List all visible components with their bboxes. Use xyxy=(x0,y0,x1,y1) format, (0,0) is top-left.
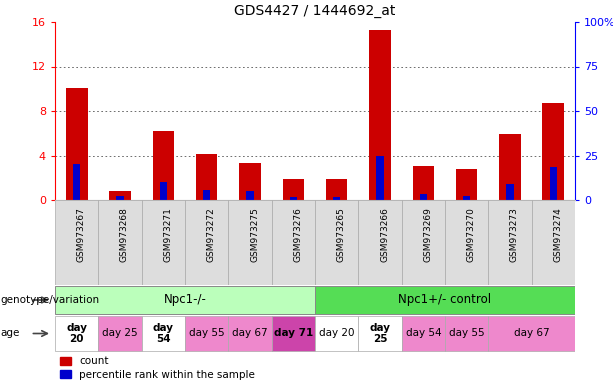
Text: day 25: day 25 xyxy=(102,328,138,339)
Text: genotype/variation: genotype/variation xyxy=(1,295,100,305)
Text: day 71: day 71 xyxy=(274,328,313,339)
Bar xyxy=(196,154,218,200)
Bar xyxy=(456,169,478,200)
Text: GSM973275: GSM973275 xyxy=(250,207,259,262)
Bar xyxy=(333,197,340,200)
Text: day
25: day 25 xyxy=(370,323,390,344)
Text: day 54: day 54 xyxy=(406,328,441,339)
Bar xyxy=(445,200,489,285)
Bar xyxy=(315,286,575,314)
Bar xyxy=(109,191,131,200)
Bar xyxy=(402,316,445,351)
Bar xyxy=(66,88,88,200)
Bar xyxy=(73,164,80,200)
Bar xyxy=(359,316,402,351)
Bar xyxy=(239,163,261,200)
Text: age: age xyxy=(1,328,20,339)
Bar xyxy=(142,200,185,285)
Bar xyxy=(506,184,514,200)
Text: Npc1+/- control: Npc1+/- control xyxy=(398,293,492,306)
Legend: count, percentile rank within the sample: count, percentile rank within the sample xyxy=(60,356,255,379)
Text: day
54: day 54 xyxy=(153,323,174,344)
Text: GSM973274: GSM973274 xyxy=(554,207,562,262)
Text: GSM973268: GSM973268 xyxy=(120,207,129,262)
Text: GSM973271: GSM973271 xyxy=(163,207,172,262)
Bar xyxy=(369,30,391,200)
Bar xyxy=(549,167,557,200)
Text: GSM973270: GSM973270 xyxy=(466,207,476,262)
Bar xyxy=(499,134,521,200)
Bar xyxy=(463,195,470,200)
Text: GSM973266: GSM973266 xyxy=(380,207,389,262)
Bar xyxy=(272,316,315,351)
Bar xyxy=(185,316,228,351)
Text: day 67: day 67 xyxy=(232,328,268,339)
Bar xyxy=(445,316,489,351)
Bar xyxy=(289,197,297,200)
Bar xyxy=(419,194,427,200)
Bar xyxy=(116,195,124,200)
Bar xyxy=(228,316,272,351)
Text: day 20: day 20 xyxy=(319,328,354,339)
Bar xyxy=(55,316,98,351)
Bar xyxy=(543,103,564,200)
Bar xyxy=(376,156,384,200)
Bar xyxy=(153,131,174,200)
Bar xyxy=(326,179,348,200)
Bar xyxy=(283,179,304,200)
Bar xyxy=(402,200,445,285)
Bar xyxy=(359,200,402,285)
Title: GDS4427 / 1444692_at: GDS4427 / 1444692_at xyxy=(234,4,395,18)
Bar xyxy=(315,200,359,285)
Bar xyxy=(413,166,434,200)
Bar xyxy=(142,316,185,351)
Bar xyxy=(489,200,531,285)
Bar xyxy=(185,200,228,285)
Text: Npc1-/-: Npc1-/- xyxy=(164,293,207,306)
Text: GSM973272: GSM973272 xyxy=(207,207,216,262)
Text: GSM973269: GSM973269 xyxy=(424,207,432,262)
Bar xyxy=(531,200,575,285)
Bar xyxy=(489,316,575,351)
Text: GSM973273: GSM973273 xyxy=(510,207,519,262)
Bar xyxy=(315,316,359,351)
Text: GSM973276: GSM973276 xyxy=(294,207,302,262)
Text: GSM973267: GSM973267 xyxy=(77,207,86,262)
Bar xyxy=(55,200,98,285)
Bar xyxy=(228,200,272,285)
Text: GSM973265: GSM973265 xyxy=(337,207,346,262)
Bar xyxy=(98,316,142,351)
Bar xyxy=(246,190,254,200)
Text: day
20: day 20 xyxy=(66,323,87,344)
Bar xyxy=(159,182,167,200)
Bar xyxy=(98,200,142,285)
Bar xyxy=(272,200,315,285)
Text: day 55: day 55 xyxy=(189,328,224,339)
Bar xyxy=(55,286,315,314)
Text: day 67: day 67 xyxy=(514,328,549,339)
Text: day 55: day 55 xyxy=(449,328,484,339)
Bar xyxy=(203,190,210,200)
